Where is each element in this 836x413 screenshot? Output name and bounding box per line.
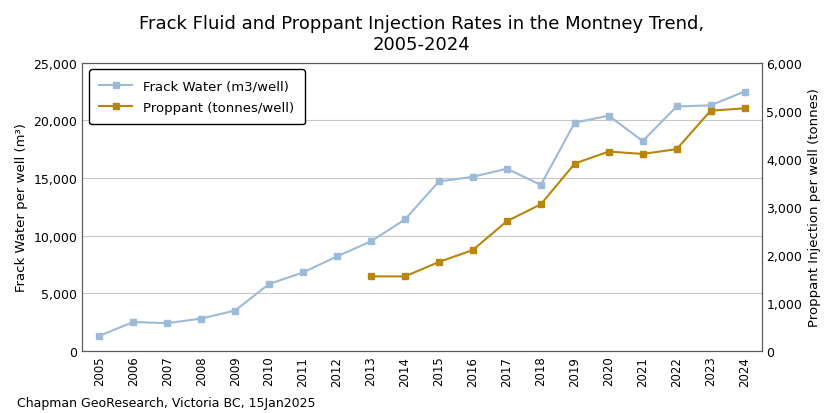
Frack Water (m3/well) bbox=[162, 321, 172, 326]
Frack Water (m3/well) bbox=[434, 180, 444, 185]
Frack Water (m3/well) bbox=[332, 254, 342, 259]
Frack Water (m3/well) bbox=[264, 282, 274, 287]
Frack Water (m3/well) bbox=[706, 104, 716, 109]
Text: Chapman GeoResearch, Victoria BC, 15Jan2025: Chapman GeoResearch, Victoria BC, 15Jan2… bbox=[17, 396, 315, 409]
Proppant (tonnes/well) bbox=[604, 150, 614, 154]
Y-axis label: Proppant Injection per well (tonnes): Proppant Injection per well (tonnes) bbox=[808, 88, 821, 326]
Frack Water (m3/well) bbox=[468, 175, 478, 180]
Frack Water (m3/well) bbox=[570, 121, 580, 126]
Proppant (tonnes/well) bbox=[502, 219, 512, 224]
Proppant (tonnes/well) bbox=[468, 248, 478, 253]
Frack Water (m3/well) bbox=[366, 239, 376, 244]
Y-axis label: Frack Water per well (m³): Frack Water per well (m³) bbox=[15, 123, 28, 292]
Frack Water (m3/well) bbox=[298, 271, 308, 275]
Proppant (tonnes/well) bbox=[740, 107, 750, 112]
Proppant (tonnes/well) bbox=[570, 161, 580, 166]
Frack Water (m3/well) bbox=[502, 167, 512, 172]
Frack Water (m3/well) bbox=[128, 320, 138, 325]
Frack Water (m3/well) bbox=[536, 183, 546, 188]
Frack Water (m3/well) bbox=[604, 114, 614, 119]
Frack Water (m3/well) bbox=[740, 90, 750, 95]
Line: Proppant (tonnes/well): Proppant (tonnes/well) bbox=[368, 106, 747, 280]
Proppant (tonnes/well) bbox=[536, 202, 546, 207]
Frack Water (m3/well) bbox=[196, 316, 206, 321]
Proppant (tonnes/well) bbox=[671, 147, 681, 152]
Proppant (tonnes/well) bbox=[434, 260, 444, 265]
Frack Water (m3/well) bbox=[94, 334, 104, 339]
Frack Water (m3/well) bbox=[671, 105, 681, 110]
Proppant (tonnes/well) bbox=[400, 274, 410, 279]
Frack Water (m3/well) bbox=[638, 139, 648, 144]
Frack Water (m3/well) bbox=[400, 217, 410, 222]
Proppant (tonnes/well) bbox=[366, 274, 376, 279]
Line: Frack Water (m3/well): Frack Water (m3/well) bbox=[96, 90, 747, 339]
Proppant (tonnes/well) bbox=[638, 152, 648, 157]
Legend: Frack Water (m3/well), Proppant (tonnes/well): Frack Water (m3/well), Proppant (tonnes/… bbox=[89, 70, 304, 125]
Title: Frack Fluid and Proppant Injection Rates in the Montney Trend,
2005-2024: Frack Fluid and Proppant Injection Rates… bbox=[140, 15, 705, 54]
Frack Water (m3/well) bbox=[230, 308, 240, 313]
Proppant (tonnes/well) bbox=[706, 109, 716, 114]
